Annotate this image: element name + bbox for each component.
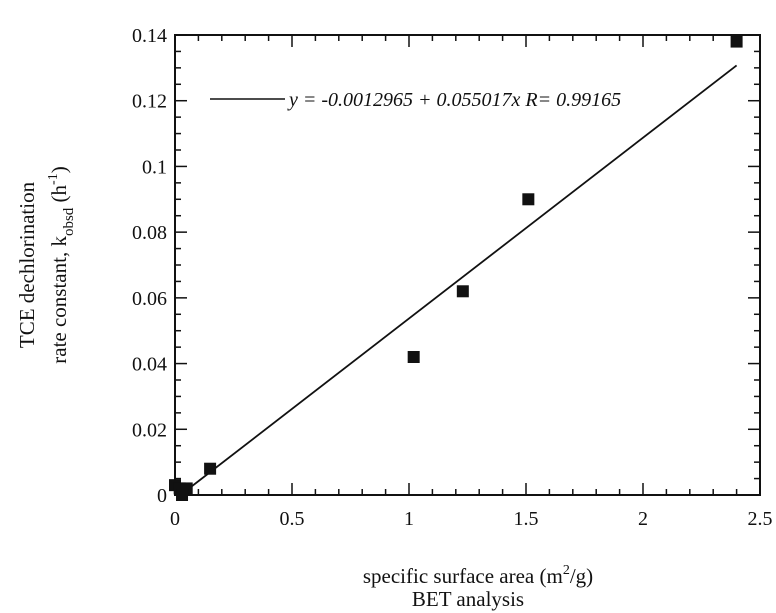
x-axis-title: specific surface area (m2/g) <box>363 563 593 588</box>
y-axis-title-line1: TCE dechlorination <box>15 181 39 348</box>
x-axis-title-superscript: 2 <box>563 563 570 578</box>
y-tick-label: 0.1 <box>142 156 167 178</box>
x-tick-label: 1.5 <box>514 508 539 530</box>
x-tick-label: 0.5 <box>280 508 305 530</box>
y-tick-label: 0.06 <box>132 288 167 310</box>
x-tick-label: 2.5 <box>748 508 773 530</box>
y-axis-title-unit-open: (h <box>47 184 71 207</box>
y-axis-title-line2: rate constant, kobsd (h-1) <box>46 166 77 363</box>
y-axis-tick-labels: 0 0.02 0.04 0.06 0.08 0.1 0.12 0.14 <box>132 25 167 507</box>
y-tick-label: 0.02 <box>132 419 167 441</box>
y-axis-title-subscript: obsd <box>61 207 77 236</box>
y-axis-title-superscript: -1 <box>46 173 61 185</box>
data-point <box>522 193 535 206</box>
x-axis-tick-labels: 0 0.5 1 1.5 2 2.5 <box>170 508 773 530</box>
data-point <box>456 285 469 298</box>
fit-equation-label: y = -0.0012965 + 0.055017x R= 0.99165 <box>287 89 621 111</box>
data-point <box>730 35 743 48</box>
x-tick-label: 2 <box>638 508 648 530</box>
data-point <box>176 489 189 501</box>
data-point <box>407 351 420 363</box>
data-point <box>204 462 217 475</box>
x-tick-label: 0 <box>170 508 180 530</box>
x-axis-title-main: specific surface area (m <box>363 564 563 588</box>
y-tick-label: 0.04 <box>132 354 167 376</box>
x-axis-ticks <box>174 35 761 495</box>
y-tick-label: 0.12 <box>132 91 167 113</box>
fit-line <box>179 64 738 497</box>
x-axis-title-unit: /g) <box>570 564 593 588</box>
y-tick-label: 0.08 <box>132 222 167 244</box>
data-points <box>169 35 743 501</box>
y-axis-title-main: rate constant, k <box>47 236 71 364</box>
x-tick-label: 1 <box>404 508 414 530</box>
y-tick-label: 0.14 <box>132 25 167 47</box>
y-tick-label: 0 <box>157 485 167 507</box>
y-axis-ticks <box>175 34 760 496</box>
y-axis-title-unit-close: ) <box>47 166 71 173</box>
x-axis-subtitle: BET analysis <box>412 587 524 611</box>
